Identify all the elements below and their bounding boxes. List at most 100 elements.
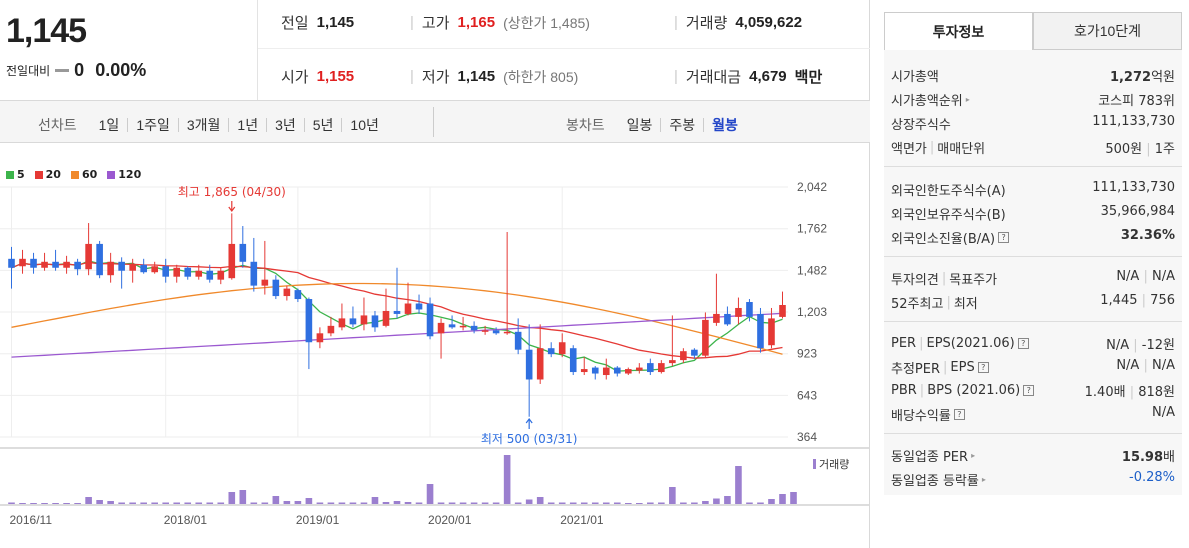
candle-body bbox=[195, 270, 203, 277]
volume-bar bbox=[8, 502, 15, 504]
candle-body bbox=[173, 267, 181, 277]
volume-bar bbox=[547, 502, 555, 504]
candle-body bbox=[503, 331, 511, 334]
y-tick-label: 1,203 bbox=[797, 305, 827, 319]
low-annotation: 최저 500 (03/31) bbox=[481, 432, 578, 446]
candle-body bbox=[680, 351, 687, 361]
volume-value: 4,059,622 bbox=[735, 14, 803, 31]
period-3y[interactable]: 3년 bbox=[266, 118, 304, 132]
candle-body bbox=[779, 304, 786, 317]
volume-bar bbox=[591, 502, 599, 504]
candle-body bbox=[580, 369, 588, 373]
candle-body bbox=[514, 331, 522, 350]
period-1y[interactable]: 1년 bbox=[228, 118, 266, 132]
volume-bar bbox=[415, 502, 423, 504]
candle-monthly[interactable]: 월봉 bbox=[703, 118, 746, 132]
arrow-right-icon[interactable]: ▸ bbox=[971, 451, 976, 460]
ma-legend: 5 20 60 120 bbox=[6, 168, 141, 181]
candle-body bbox=[404, 303, 412, 314]
candle-body bbox=[713, 313, 720, 323]
volume-bar bbox=[360, 502, 368, 504]
volume-bar bbox=[162, 502, 170, 504]
candle-body bbox=[525, 349, 533, 380]
volume-bar bbox=[481, 502, 489, 504]
stat-prev: 전일 1,145 bbox=[281, 12, 354, 33]
high-value: 1,165 bbox=[457, 14, 496, 31]
period-1w[interactable]: 1주일 bbox=[127, 118, 178, 132]
period-1d[interactable]: 1일 bbox=[98, 117, 120, 133]
help-icon[interactable]: ? bbox=[1023, 385, 1035, 396]
help-icon[interactable]: ? bbox=[1017, 338, 1029, 349]
volume-bar bbox=[283, 501, 291, 504]
volume-bar bbox=[735, 466, 742, 504]
candle-body bbox=[669, 360, 676, 364]
help-icon[interactable]: ? bbox=[998, 232, 1010, 243]
volume-bar bbox=[239, 490, 247, 504]
volume-bar bbox=[536, 497, 544, 504]
candle-body bbox=[658, 363, 665, 373]
volume-legend-swatch bbox=[813, 459, 816, 469]
candle-body bbox=[316, 333, 324, 343]
arrow-right-icon[interactable]: ▸ bbox=[965, 95, 970, 104]
volume-bar bbox=[316, 502, 324, 504]
candle-body bbox=[647, 363, 654, 373]
help-icon[interactable]: ? bbox=[953, 409, 965, 420]
volume-label: 거래량 bbox=[819, 458, 849, 471]
row-foreign-ratio: 외국인소진율(B/A)? 32.36% bbox=[891, 228, 1175, 247]
volume-bar bbox=[294, 501, 302, 504]
volume-bar bbox=[272, 496, 280, 504]
volume-bar bbox=[525, 499, 533, 504]
volume-bar bbox=[206, 502, 214, 504]
candle-body bbox=[19, 258, 26, 267]
volume-bar bbox=[327, 502, 335, 504]
candle-body bbox=[636, 367, 643, 371]
volume-bar bbox=[702, 501, 709, 504]
tab-hoga[interactable]: 호가10단계 bbox=[1033, 12, 1182, 50]
candle-daily[interactable]: 일봉 bbox=[626, 117, 653, 133]
candle-body bbox=[52, 261, 59, 268]
volume-bar bbox=[393, 501, 401, 504]
period-5y[interactable]: 5년 bbox=[303, 118, 342, 132]
x-tick-label: 2018/01 bbox=[164, 513, 208, 527]
price-chart[interactable]: 2,042 1,762 1,482 1,203 923 643 364 2016/11 2018… bbox=[0, 143, 869, 548]
arrow-right-icon[interactable]: ▸ bbox=[981, 475, 986, 484]
candle-weekly[interactable]: 주봉 bbox=[660, 118, 703, 132]
row-industry-change: 동일업종 등락률 ▸ -0.28% bbox=[891, 470, 1175, 489]
candle-body bbox=[437, 322, 445, 334]
volume-bar bbox=[602, 502, 610, 504]
candle-body bbox=[30, 258, 37, 268]
volume-bar bbox=[63, 503, 70, 504]
stat-volume: | 거래량 4,059,622 bbox=[674, 14, 803, 32]
volume-bar bbox=[217, 502, 225, 504]
row-foreign-limit: 외국인한도주식수(A) 111,133,730 bbox=[891, 180, 1175, 199]
period-10y[interactable]: 10년 bbox=[341, 118, 386, 132]
candle-body bbox=[96, 243, 103, 276]
candle-body bbox=[569, 348, 577, 373]
legend-ma120: 120 bbox=[107, 168, 141, 181]
stat-open: 시가 1,155 bbox=[281, 66, 354, 87]
candle-body bbox=[371, 315, 379, 328]
candle-body bbox=[536, 348, 544, 380]
candle-body bbox=[140, 264, 147, 273]
candle-body bbox=[41, 261, 48, 268]
candle-body bbox=[724, 313, 731, 325]
tab-invest-info[interactable]: 투자정보 bbox=[884, 12, 1033, 50]
high-annotation: 최고 1,865 (04/30) bbox=[178, 185, 286, 199]
candle-body bbox=[85, 243, 92, 270]
row-par: 액면가 | 매매단위 500원 | 1주 bbox=[891, 140, 1175, 157]
row-pbr: PBR | BPS (2021.06)? 1.40배 | 818원 bbox=[891, 383, 1175, 400]
volume-bar bbox=[658, 502, 665, 504]
candle-body bbox=[327, 325, 335, 334]
volume-bar bbox=[41, 503, 48, 504]
volume-bar bbox=[790, 492, 797, 504]
y-tick-label: 1,762 bbox=[797, 222, 827, 236]
legend-ma20: 20 bbox=[34, 168, 61, 181]
candle-body bbox=[129, 264, 136, 271]
candle-body bbox=[107, 261, 114, 276]
period-3m[interactable]: 3개월 bbox=[177, 118, 229, 132]
row-shares: 상장주식수 111,133,730 bbox=[891, 114, 1175, 133]
help-icon[interactable]: ? bbox=[977, 362, 989, 373]
candle-body bbox=[272, 279, 280, 297]
volume-bar bbox=[151, 502, 158, 504]
volume-bar bbox=[305, 498, 313, 504]
